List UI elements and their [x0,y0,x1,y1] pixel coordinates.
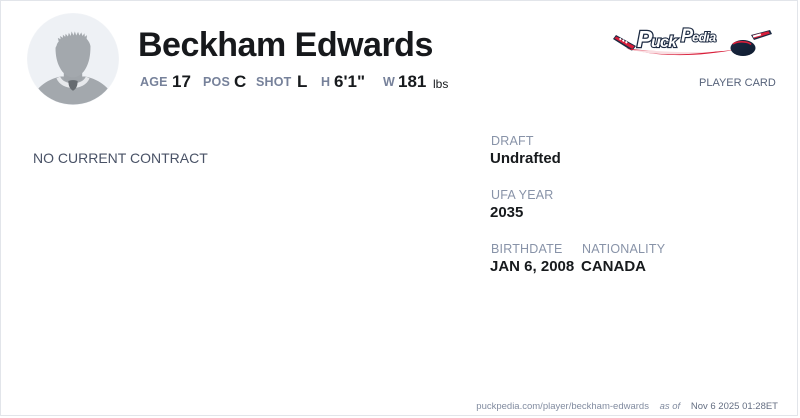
svg-text:uck: uck [651,34,678,51]
svg-text:edia: edia [692,30,716,45]
